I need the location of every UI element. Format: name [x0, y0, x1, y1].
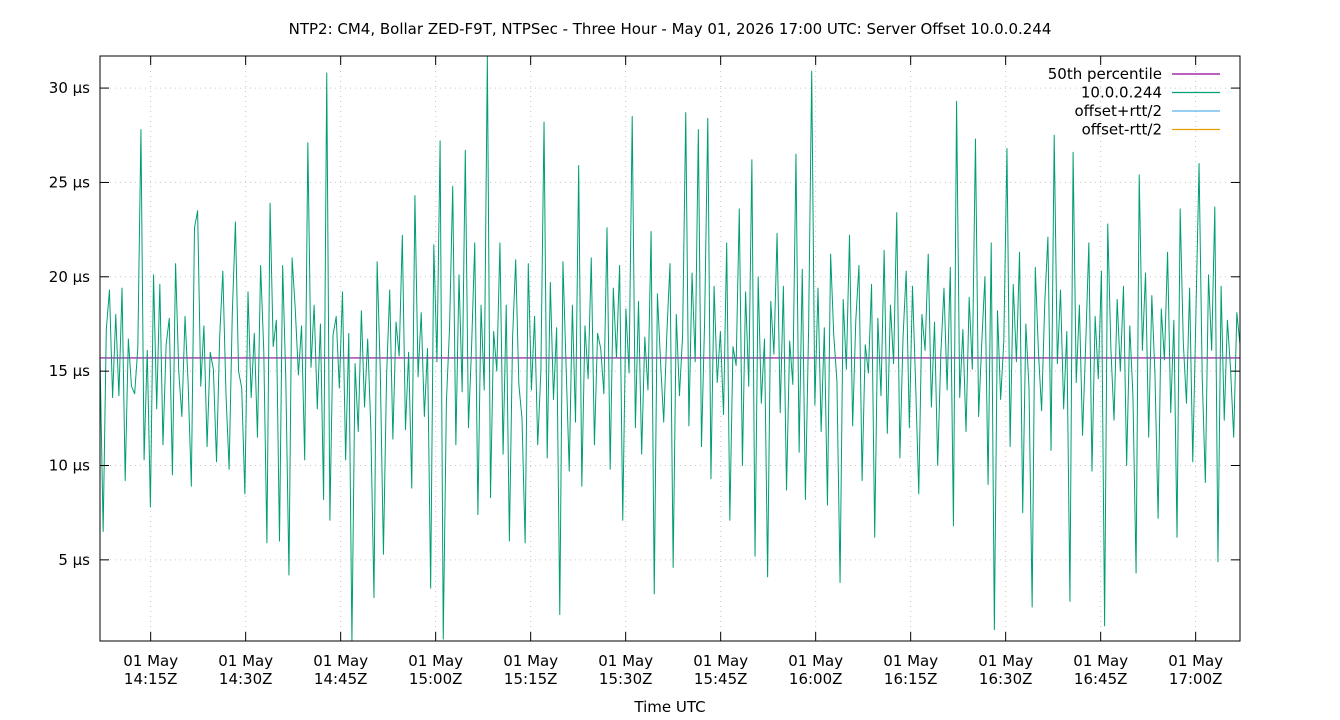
y-tick-label: 10 µs	[49, 457, 90, 475]
y-tick-label: 30 µs	[49, 79, 90, 97]
legend-label: 50th percentile	[1048, 65, 1162, 83]
x-tick-label: 01 May 16:15Z	[883, 652, 938, 688]
x-tick-label: 01 May 17:00Z	[1168, 652, 1223, 688]
x-tick-label: 01 May 15:45Z	[693, 652, 748, 688]
x-tick-label: 01 May 14:45Z	[313, 652, 368, 688]
legend-label: offset-rtt/2	[1082, 121, 1162, 139]
legend-label: offset+rtt/2	[1074, 102, 1162, 120]
x-tick-label: 01 May 16:45Z	[1073, 652, 1128, 688]
plot-frame	[99, 55, 1241, 642]
x-tick-label: 01 May 15:00Z	[408, 652, 463, 688]
data-layer	[100, 56, 1240, 641]
y-tick-label: 25 µs	[49, 173, 90, 191]
x-axis-label: Time UTC	[633, 698, 705, 716]
x-tick-label: 01 May 15:15Z	[503, 652, 558, 688]
y-tick-label: 5 µs	[58, 551, 90, 569]
axis-layer: 5 µs 10 µs 15 µs 20 µs 25 µs 30 µs 01 May 14:15…	[49, 56, 1240, 688]
x-tick-label: 01 May 16:00Z	[788, 652, 843, 688]
x-tick-label: 01 May 14:30Z	[218, 652, 273, 688]
series-offset-line	[100, 56, 1240, 641]
chart-title: NTP2: CM4, Bollar ZED-F9T, NTPSec - Thre…	[289, 20, 1052, 38]
x-tick-label: 01 May 15:30Z	[598, 652, 653, 688]
legend: 50th percentile10.0.0.244offset+rtt/2off…	[1048, 65, 1220, 139]
legend-label: 10.0.0.244	[1081, 84, 1162, 102]
x-tick-label: 01 May 16:30Z	[978, 652, 1033, 688]
x-tick-label: 01 May 14:15Z	[123, 652, 178, 688]
y-tick-label: 15 µs	[49, 362, 90, 380]
y-tick-label: 20 µs	[49, 268, 90, 286]
